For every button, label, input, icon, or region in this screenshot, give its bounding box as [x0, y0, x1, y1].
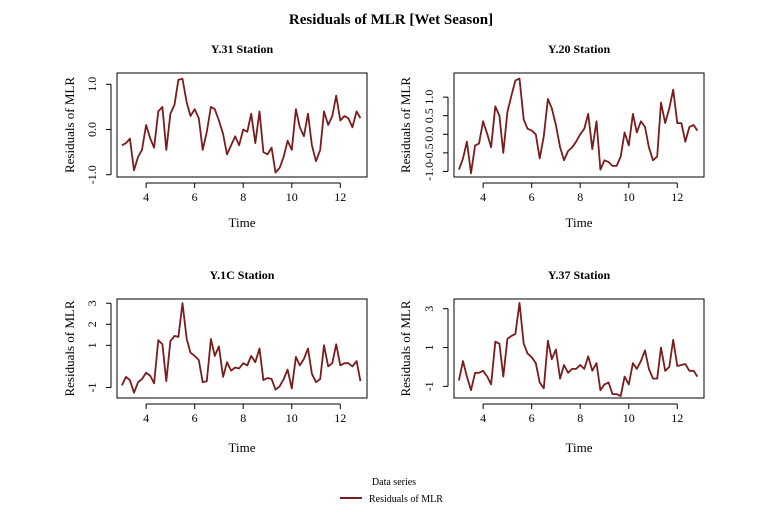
- x-axis-label: Time: [229, 215, 256, 230]
- x-axis-label: Time: [229, 440, 256, 455]
- y-tick-label: -1.0: [422, 162, 436, 181]
- panel-title: Y.31 Station: [211, 42, 274, 56]
- x-tick-label: 6: [192, 411, 198, 425]
- y-axis-label: Residuals of MLR: [398, 77, 413, 173]
- panel-title: Y.37 Station: [548, 268, 611, 282]
- legend: Data series Residuals of MLR: [340, 477, 443, 505]
- plot-frame: [453, 298, 705, 399]
- x-tick-label: 4: [143, 190, 149, 204]
- x-axis: 4 6 8 10 12: [143, 182, 346, 204]
- x-axis: 4 6 8 10 12: [480, 182, 683, 204]
- legend-title: Data series: [372, 477, 416, 488]
- y-tick-label: 3: [85, 300, 99, 306]
- x-axis-label: Time: [566, 215, 593, 230]
- y-tick-label: -0.5: [422, 143, 436, 162]
- y-tick-label: 1: [85, 342, 99, 348]
- panel-4: Y.37 Station 4 6 8 10 12 Time -1 1 3 Residuals of …: [398, 268, 705, 455]
- series-line-residuals: [121, 302, 362, 394]
- x-tick-label: 12: [671, 190, 683, 204]
- y-tick-label: 0.0: [422, 127, 436, 142]
- panel-title: Y.1C Station: [210, 268, 275, 282]
- x-tick-label: 10: [286, 411, 298, 425]
- y-axis: -1 1 2 3: [85, 300, 112, 392]
- y-tick-label: 3: [422, 306, 436, 312]
- y-tick-label: 0.0: [85, 122, 99, 137]
- series-line-residuals: [121, 78, 362, 174]
- x-tick-label: 6: [529, 190, 535, 204]
- x-axis-label: Time: [566, 440, 593, 455]
- x-tick-label: 8: [240, 190, 246, 204]
- y-axis-label: Residuals of MLR: [398, 300, 413, 396]
- x-axis: 4 6 8 10 12: [143, 403, 346, 425]
- x-tick-label: 10: [286, 190, 298, 204]
- y-tick-label: 1.0: [422, 90, 436, 105]
- plot-frame: [116, 298, 368, 399]
- x-tick-label: 8: [577, 411, 583, 425]
- y-tick-label: 1: [422, 345, 436, 351]
- plot-frame: [116, 72, 368, 178]
- y-axis: -1 1 3: [422, 306, 449, 391]
- y-axis: -1.0-0.50.0 0.5 1.0: [422, 90, 449, 181]
- y-tick-label: -1: [422, 381, 436, 391]
- x-tick-label: 6: [529, 411, 535, 425]
- series-line-residuals: [458, 301, 699, 398]
- panel-2: Y.20 Station 4 6 8 10 12 Time -1.0-0.50.0 0.5 1.0…: [398, 42, 705, 230]
- x-axis: 4 6 8 10 12: [480, 403, 683, 425]
- x-tick-label: 8: [240, 411, 246, 425]
- x-tick-label: 4: [480, 411, 486, 425]
- y-tick-label: -1: [85, 382, 99, 392]
- x-tick-label: 4: [480, 190, 486, 204]
- x-tick-label: 10: [623, 411, 635, 425]
- x-tick-label: 6: [192, 190, 198, 204]
- y-tick-label: 2: [85, 321, 99, 327]
- y-axis: -1.0 0.0 1.0: [85, 77, 112, 184]
- plot-frame: [453, 72, 705, 178]
- y-axis-label: Residuals of MLR: [62, 77, 77, 173]
- y-tick-label: -1.0: [85, 165, 99, 184]
- x-tick-label: 8: [577, 190, 583, 204]
- panel-1: Y.31 Station 4 6 8 10 12 Time -1.0 0.0 1.0 Residua…: [62, 42, 368, 230]
- x-tick-label: 12: [334, 411, 346, 425]
- x-tick-label: 12: [334, 190, 346, 204]
- y-axis-label: Residuals of MLR: [62, 300, 77, 396]
- panel-title: Y.20 Station: [548, 42, 611, 56]
- y-tick-label: 0.5: [422, 108, 436, 123]
- y-tick-label: 1.0: [85, 77, 99, 92]
- series-line-residuals: [458, 77, 699, 175]
- x-tick-label: 4: [143, 411, 149, 425]
- x-tick-label: 10: [623, 190, 635, 204]
- x-tick-label: 12: [671, 411, 683, 425]
- legend-entry-label: Residuals of MLR: [369, 494, 443, 505]
- main-title: Residuals of MLR [Wet Season]: [289, 12, 493, 28]
